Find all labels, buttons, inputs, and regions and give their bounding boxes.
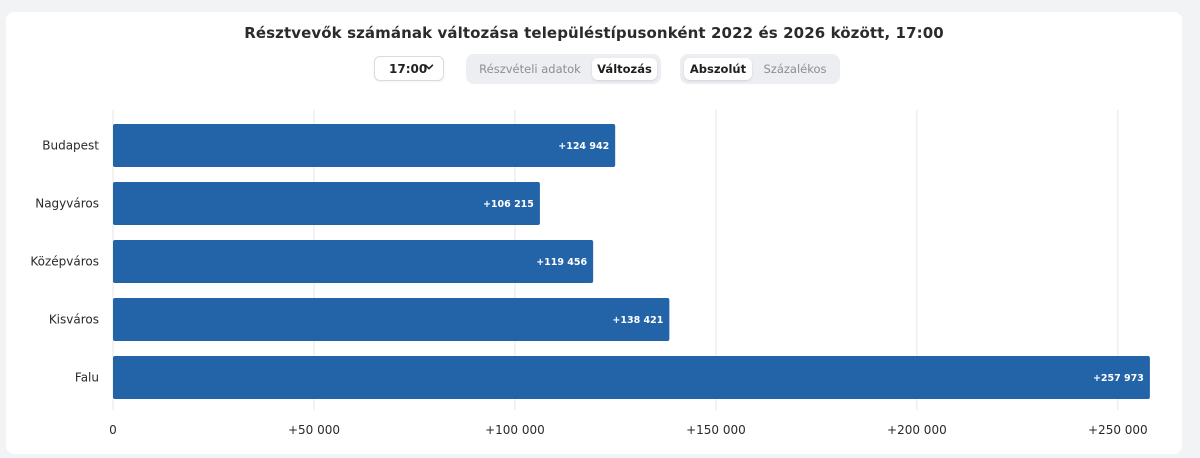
tab-abszolut[interactable]: Abszolút [684, 58, 752, 80]
category-label: Budapest [42, 139, 99, 153]
x-tick-label: +200 000 [887, 423, 947, 437]
tab-reszveteli-adatok[interactable]: Részvételi adatok [479, 62, 581, 76]
category-label: Nagyváros [35, 197, 99, 211]
bar[interactable] [113, 298, 670, 341]
bar[interactable] [113, 124, 616, 167]
tab-szazalekos[interactable]: Százalékos [763, 62, 827, 76]
data-type-toggle: Részvételi adatok Változás [466, 54, 661, 84]
x-tick-label: +250 000 [1088, 423, 1148, 437]
bar[interactable] [113, 240, 594, 283]
data-label: +119 456 [536, 257, 587, 268]
mode-toggle: Abszolút Százalékos [680, 54, 840, 84]
chart-title: Résztvevők számának változása települést… [244, 24, 944, 42]
x-tick-label: +150 000 [686, 423, 746, 437]
time-select-value: 17:00 [389, 62, 428, 76]
category-label: Kisváros [49, 313, 99, 327]
time-select[interactable]: 17:00 [374, 56, 444, 81]
x-tick-label: +50 000 [288, 423, 340, 437]
x-tick-label: 0 [109, 423, 117, 437]
bar[interactable] [113, 182, 540, 225]
data-label: +138 421 [612, 315, 663, 326]
category-label: Középváros [30, 255, 99, 269]
chart-controls: 17:00 Részvételi adatok Változás Abszolú… [6, 54, 1182, 86]
tab-valtozas[interactable]: Változás [592, 58, 657, 80]
data-label: +124 942 [558, 141, 609, 152]
x-tick-label: +100 000 [485, 423, 545, 437]
chevron-down-icon [424, 64, 434, 70]
bar[interactable] [113, 356, 1150, 399]
data-label: +257 973 [1093, 373, 1144, 384]
data-label: +106 215 [483, 199, 534, 210]
category-label: Falu [75, 371, 99, 385]
